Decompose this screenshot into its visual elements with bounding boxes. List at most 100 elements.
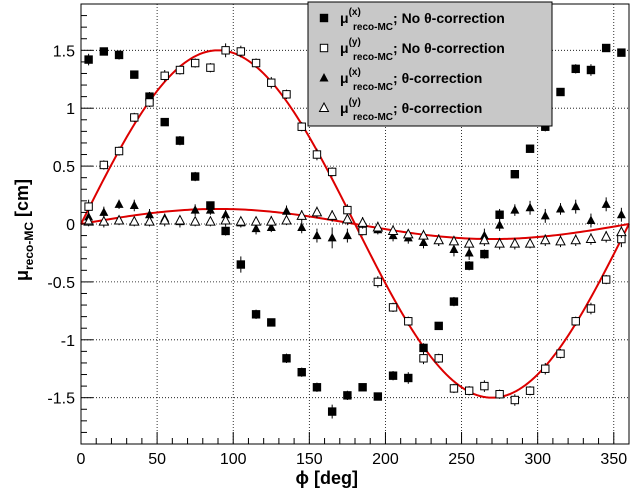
data-point-series-3 xyxy=(221,209,231,219)
data-point-series-4 xyxy=(494,237,505,248)
data-point-series-2 xyxy=(373,277,383,287)
data-point-series-1 xyxy=(388,371,398,380)
data-point-series-3 xyxy=(616,209,626,219)
data-point-series-2 xyxy=(343,205,352,215)
data-point-series-4 xyxy=(250,215,262,226)
data-point-series-3 xyxy=(145,209,154,219)
data-point-series-4 xyxy=(326,209,338,220)
legend-label-text: ; No θ-correction xyxy=(393,10,505,26)
legend-superscript: (y) xyxy=(349,37,361,48)
data-point-series-1 xyxy=(617,48,626,57)
data-point-series-2 xyxy=(480,381,489,391)
data-point-series-2 xyxy=(571,317,580,326)
data-point-series-1 xyxy=(297,368,306,377)
data-point-series-1 xyxy=(343,391,352,400)
data-point-series-2 xyxy=(541,364,550,373)
data-point-series-4 xyxy=(539,234,551,245)
data-point-series-1 xyxy=(464,261,474,270)
data-point-series-4 xyxy=(159,214,171,225)
data-point-series-4 xyxy=(342,213,353,224)
data-point-series-2 xyxy=(312,150,322,159)
legend-entry: μ(x) reco-MC; No θ-correction xyxy=(340,7,505,33)
data-point-series-2 xyxy=(251,58,261,68)
data-point-series-1 xyxy=(175,136,185,145)
x-tick-label: 100 xyxy=(220,451,247,468)
legend-marker xyxy=(318,101,330,112)
data-point-series-3 xyxy=(282,206,291,215)
legend-subscript: reco-MC xyxy=(353,52,393,63)
data-point-series-1 xyxy=(267,318,276,327)
data-point-series-3 xyxy=(342,230,352,240)
data-point-series-2 xyxy=(449,384,459,393)
fit-curve xyxy=(80,207,630,241)
data-point-series-4 xyxy=(570,234,582,245)
data-point-series-3 xyxy=(525,202,535,212)
data-point-series-3 xyxy=(586,215,596,225)
data-point-series-3 xyxy=(312,230,322,240)
data-point-series-1 xyxy=(312,383,322,392)
data-point-series-4 xyxy=(418,229,429,240)
data-point-series-3 xyxy=(297,222,307,231)
data-point-series-2 xyxy=(586,304,596,313)
axes: 0 50 100 150 200 250 300 350 -1.5 -1 -0.5 0 0.5 1 1.5 xyxy=(47,15,630,468)
data-point-series-4 xyxy=(98,215,110,226)
data-point-series-2 xyxy=(495,390,504,399)
y-tick-label: -0.5 xyxy=(47,275,75,292)
data-point-series-2 xyxy=(267,78,276,87)
legend-label-text: ; θ-correction xyxy=(393,100,482,116)
data-point-series-4 xyxy=(463,237,475,248)
data-point-series-4 xyxy=(83,215,94,226)
data-point-series-2 xyxy=(525,386,535,395)
legend-superscript: (y) xyxy=(349,97,361,108)
data-point-series-1 xyxy=(114,50,124,60)
data-point-series-4 xyxy=(357,216,368,227)
data-point-series-2 xyxy=(84,202,93,211)
data-point-series-4 xyxy=(387,224,399,235)
legend-label-text: ; No θ-correction xyxy=(393,40,505,56)
legend-mu: μ xyxy=(340,10,349,26)
legend-entry: μ(x) reco-MC; θ-correction xyxy=(340,67,482,93)
data-point-series-1 xyxy=(373,392,383,401)
data-point-series-4 xyxy=(524,237,536,248)
data-point-series-3 xyxy=(129,200,139,209)
data-point-series-3 xyxy=(510,205,520,214)
data-point-series-4 xyxy=(585,232,597,244)
data-point-series-2 xyxy=(601,275,611,284)
legend-label-text: ; θ-correction xyxy=(393,70,482,86)
data-point-series-3 xyxy=(601,199,611,208)
data-point-series-1 xyxy=(251,310,261,319)
data-point-series-3 xyxy=(99,207,109,216)
data-point-series-2 xyxy=(190,58,200,68)
data-point-series-2 xyxy=(130,113,139,122)
data-point-series-3 xyxy=(449,244,459,253)
legend-entry: μ(y) reco-MC; θ-correction xyxy=(340,97,482,123)
data-point-series-2 xyxy=(206,63,215,72)
y-tick-label: 0.5 xyxy=(53,159,75,176)
legend-marker xyxy=(319,73,329,82)
data-point-series-1 xyxy=(190,172,200,181)
data-point-series-1 xyxy=(145,92,154,101)
data-point-series-4 xyxy=(616,226,627,237)
data-point-series-3 xyxy=(571,201,581,211)
x-axis-title: ϕ [deg] xyxy=(296,468,358,488)
data-point-series-4 xyxy=(555,235,566,246)
data-point-series-1 xyxy=(434,321,443,331)
data-point-series-1 xyxy=(601,43,611,53)
data-point-series-1 xyxy=(510,170,520,179)
legend-mu: μ xyxy=(340,70,349,86)
y-tick-label: 0 xyxy=(66,217,75,234)
data-point-series-1 xyxy=(221,226,230,236)
data-point-series-4 xyxy=(128,215,140,226)
data-point-series-3 xyxy=(251,223,261,233)
legend-entry: μ(y) reco-MC; No θ-correction xyxy=(340,37,505,63)
y-tick-label: 1 xyxy=(66,101,75,118)
data-point-series-4 xyxy=(113,214,125,225)
data-point-series-1 xyxy=(586,65,596,75)
data-point-series-2 xyxy=(419,354,428,363)
data-point-series-4 xyxy=(265,215,277,226)
data-point-series-2 xyxy=(160,71,169,80)
legend-subscript: reco-MC xyxy=(353,22,393,33)
data-point-series-1 xyxy=(480,249,489,259)
data-point-series-2 xyxy=(175,65,185,75)
